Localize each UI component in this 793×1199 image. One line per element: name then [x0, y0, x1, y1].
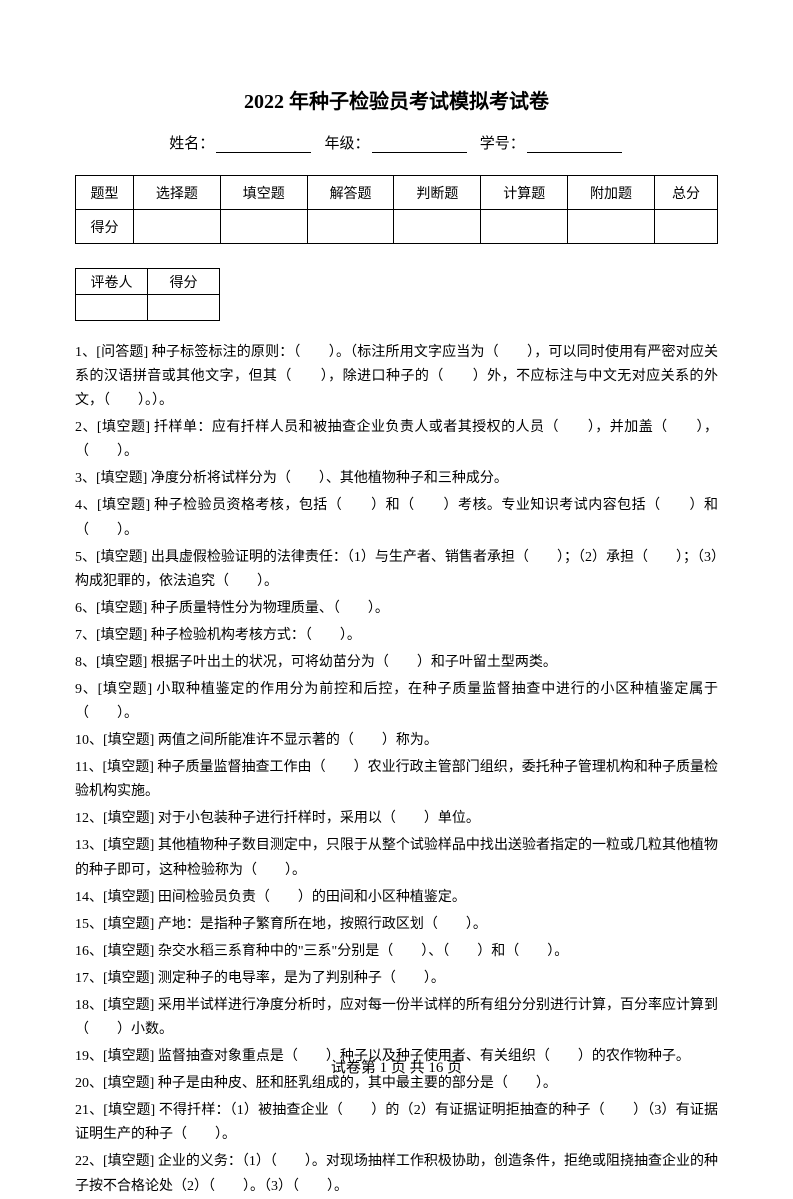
question-item: 1、[问答题] 种子标签标注的原则：（ ）。（标注所用文字应当为（ ），可以同时…	[75, 341, 718, 413]
question-item: 9、[填空题] 小取种植鉴定的作用分为前控和后控，在种子质量监督抽查中进行的小区…	[75, 678, 718, 726]
question-item: 14、[填空题] 田间检验员负责（ ）的田间和小区种植鉴定。	[75, 886, 718, 910]
question-item: 13、[填空题] 其他植物种子数目测定中，只限于从整个试验样品中找出送验者指定的…	[75, 834, 718, 882]
question-item: 15、[填空题] 产地：是指种子繁育所在地，按照行政区划（ ）。	[75, 913, 718, 937]
cell-answer: 解答题	[307, 176, 394, 210]
grader-table: 评卷人 得分	[75, 268, 220, 321]
table-row	[76, 295, 220, 321]
grade-blank	[372, 139, 467, 153]
student-info: 姓名： 年级： 学号：	[75, 132, 718, 153]
question-item: 6、[填空题] 种子质量特性分为物理质量、（ ）。	[75, 597, 718, 621]
cell-empty	[481, 210, 568, 244]
question-item: 10、[填空题] 两值之间所能准许不显示著的（ ）称为。	[75, 729, 718, 753]
question-item: 7、[填空题] 种子检验机构考核方式：（ ）。	[75, 624, 718, 648]
cell-empty	[148, 295, 220, 321]
cell-empty	[394, 210, 481, 244]
cell-empty	[76, 295, 148, 321]
cell-calc: 计算题	[481, 176, 568, 210]
question-item: 8、[填空题] 根据子叶出土的状况，可将幼苗分为（ ）和子叶留土型两类。	[75, 651, 718, 675]
cell-fill: 填空题	[220, 176, 307, 210]
question-item: 16、[填空题] 杂交水稻三系育种中的"三系"分别是（ ）、（ ）和（ ）。	[75, 940, 718, 964]
table-row: 评卷人 得分	[76, 269, 220, 295]
table-row: 题型 选择题 填空题 解答题 判断题 计算题 附加题 总分	[76, 176, 718, 210]
id-blank	[527, 139, 622, 153]
score-table: 题型 选择题 填空题 解答题 判断题 计算题 附加题 总分 得分	[75, 175, 718, 244]
exam-title: 2022 年种子检验员考试模拟考试卷	[75, 85, 718, 114]
cell-empty	[307, 210, 394, 244]
cell-empty	[568, 210, 655, 244]
page-footer: 试卷第 1 页 共 16 页	[0, 1056, 793, 1077]
question-item: 2、[填空题] 扦样单：应有扦样人员和被抽查企业负责人或者其授权的人员（ ），并…	[75, 416, 718, 464]
question-item: 11、[填空题] 种子质量监督抽查工作由（ ）农业行政主管部门组织，委托种子管理…	[75, 756, 718, 804]
cell-empty	[220, 210, 307, 244]
cell-judge: 判断题	[394, 176, 481, 210]
cell-extra: 附加题	[568, 176, 655, 210]
question-item: 5、[填空题] 出具虚假检验证明的法律责任：（1）与生产者、销售者承担（ ）；（…	[75, 546, 718, 594]
question-item: 17、[填空题] 测定种子的电导率，是为了判别种子（ ）。	[75, 967, 718, 991]
question-item: 18、[填空题] 采用半试样进行净度分析时，应对每一份半试样的所有组分分别进行计…	[75, 994, 718, 1042]
cell-grader: 评卷人	[76, 269, 148, 295]
cell-choice: 选择题	[134, 176, 221, 210]
cell-total: 总分	[654, 176, 717, 210]
id-label: 学号：	[480, 136, 525, 152]
cell-empty	[654, 210, 717, 244]
grade-label: 年级：	[324, 136, 369, 152]
name-label: 姓名：	[169, 136, 214, 152]
name-blank	[216, 139, 311, 153]
cell-empty	[134, 210, 221, 244]
question-item: 21、[填空题] 不得扦样：（1）被抽查企业（ ）的（2）有证据证明拒抽查的种子…	[75, 1099, 718, 1147]
cell-score-label: 得分	[76, 210, 134, 244]
table-row: 得分	[76, 210, 718, 244]
cell-score: 得分	[148, 269, 220, 295]
question-item: 4、[填空题] 种子检验员资格考核，包括（ ）和（ ）考核。专业知识考试内容包括…	[75, 494, 718, 542]
question-item: 12、[填空题] 对于小包装种子进行扦样时，采用以（ ）单位。	[75, 807, 718, 831]
cell-type-label: 题型	[76, 176, 134, 210]
question-item: 22、[填空题] 企业的义务：（1）（ ）。对现场抽样工作积极协助，创造条件，拒…	[75, 1150, 718, 1198]
question-item: 3、[填空题] 净度分析将试样分为（ ）、其他植物种子和三种成分。	[75, 467, 718, 491]
